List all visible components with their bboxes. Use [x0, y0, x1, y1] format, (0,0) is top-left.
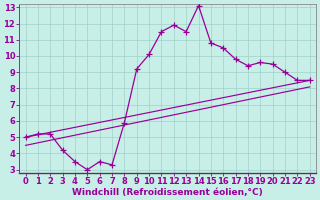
X-axis label: Windchill (Refroidissement éolien,°C): Windchill (Refroidissement éolien,°C): [72, 188, 263, 197]
